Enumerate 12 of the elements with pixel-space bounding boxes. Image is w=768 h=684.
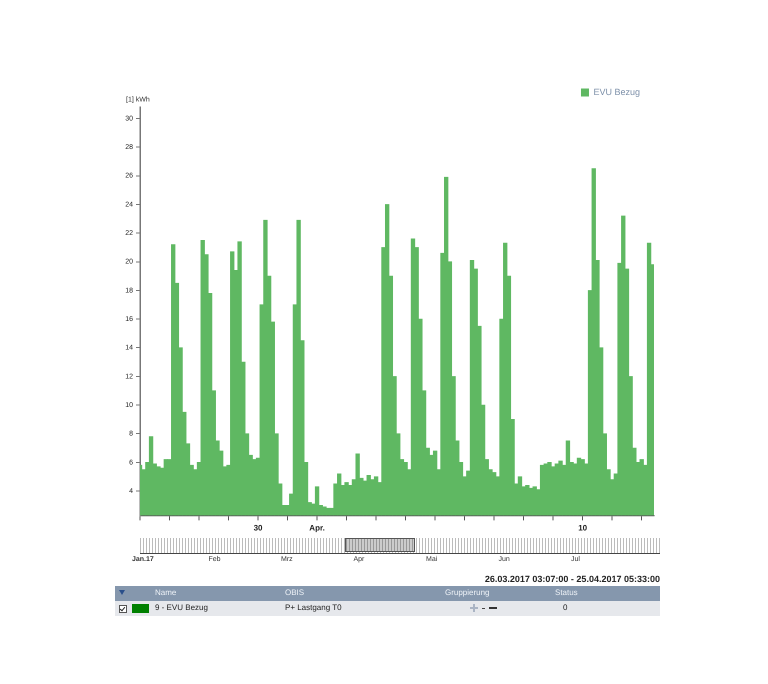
- category-label: Gruppierung: [445, 588, 490, 597]
- text: P+ Lastgang T0: [285, 603, 342, 612]
- category-label: Status: [555, 588, 578, 597]
- legend-label: EVU Bezug: [593, 86, 640, 97]
- x-tick-label: 10: [578, 523, 588, 532]
- x-tick-label: Apr.: [309, 523, 325, 532]
- x-tick-label: 30: [254, 523, 264, 532]
- category-label: Name: [155, 588, 176, 597]
- text: 0: [563, 603, 568, 612]
- category-label: OBIS: [285, 588, 304, 597]
- text: 26.03.2017 03:07:00 - 25.04.2017 05:33:00: [484, 574, 660, 584]
- text: 9 - EVU Bezug: [155, 603, 208, 612]
